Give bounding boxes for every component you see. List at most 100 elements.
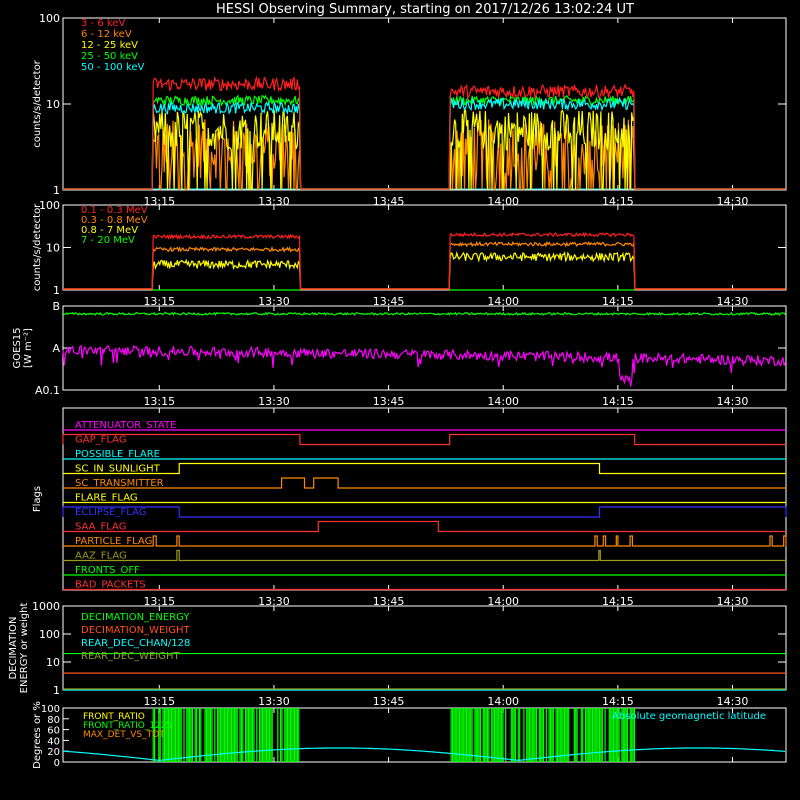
x-tick-label: 13:30 <box>258 395 290 408</box>
y-tick-label: 100 <box>39 199 60 212</box>
y-tick-label: 100 <box>39 12 60 25</box>
flag-label: GAP_FLAG <box>75 435 127 446</box>
x-tick-label: 13:45 <box>373 595 405 608</box>
y-tick-label: 100 <box>41 704 60 715</box>
y-tick-label: 80 <box>47 715 60 726</box>
flag-label: FLARE_FLAG <box>75 493 138 504</box>
flag-label: POSSIBLE_FLARE <box>75 449 160 460</box>
x-tick-label: 14:15 <box>602 395 634 408</box>
legend-entry: 50 - 100 keV <box>81 62 145 73</box>
y-tick-label: 1000 <box>32 600 60 613</box>
x-tick-label: 14:00 <box>487 295 519 308</box>
geomagnetic-latitude-trace <box>62 747 786 761</box>
legend-entry: 12 - 25 keV <box>81 40 138 51</box>
y-tick-label: 10 <box>46 242 60 255</box>
x-tick-label: 13:15 <box>143 595 175 608</box>
flag-label: SC_IN_SUNLIGHT <box>75 464 161 475</box>
legend-entry: 7 - 20 MeV <box>81 235 135 246</box>
x-tick-label: 13:45 <box>373 395 405 408</box>
legend-entry: 0.8 - 7 MeV <box>81 225 138 236</box>
y-tick-label: B <box>52 300 60 313</box>
x-tick-label: 14:30 <box>717 395 749 408</box>
x-tick-label: 13:30 <box>258 595 290 608</box>
y-axis-label: Flags <box>32 486 43 512</box>
series-trace-2 <box>63 119 786 190</box>
flag-trace <box>63 477 786 489</box>
flag-label: SAA_FLAG <box>75 522 126 533</box>
flag-trace <box>63 462 786 475</box>
y-axis-label: Degrees or % <box>32 701 43 769</box>
panel-3: 13:15 13:30 13:45 14:00 14:15 14:30 GOES15[W m… <box>12 300 787 408</box>
panel-frame <box>62 204 787 291</box>
y-tick-label: 20 <box>47 747 60 758</box>
y-axis-label: GOES15[W m⁻²] <box>12 327 34 368</box>
legend-entry: DECIMATION_WEIGHT <box>81 625 190 636</box>
figure-title: HESSI Observing Summary, starting on 201… <box>216 2 634 17</box>
series-trace-1 <box>63 231 786 290</box>
x-tick-label: 14:00 <box>487 395 519 408</box>
flag-label: SC_TRANSMITTER <box>75 478 164 489</box>
panel-frame <box>62 305 787 391</box>
y-tick-label: 1 <box>53 184 60 197</box>
y-tick-label: 1 <box>53 284 60 297</box>
legend-entry: 0.1 - 0.3 MeV <box>81 205 148 216</box>
series-trace-3 <box>63 108 786 191</box>
legend-entry: 0.3 - 0.8 MeV <box>81 215 148 226</box>
y-axis-label: DECIMATIONENERGY or weight <box>8 603 30 694</box>
x-tick-label: 14:15 <box>602 595 634 608</box>
y-axis-label: counts/s/detector <box>32 203 43 291</box>
y-tick-label: 60 <box>47 726 60 737</box>
x-tick-label: 13:15 <box>143 395 175 408</box>
goes-short-trace <box>62 344 786 387</box>
y-tick-label: 10 <box>46 98 60 111</box>
legend-entry: DECIMATION_ENERGY <box>81 612 190 623</box>
panel-frame <box>62 407 787 591</box>
legend-entry: 6 - 12 keV <box>81 29 132 40</box>
y-tick-label: 40 <box>47 736 60 747</box>
panel-4: 13:15 13:30 13:45 14:00 14:15 14:30 Flags ATTEN… <box>32 407 787 608</box>
legend-entry: FRONT_RATIO_1225 <box>83 721 172 731</box>
x-tick-label: 13:45 <box>373 695 405 708</box>
x-tick-label: 13:15 <box>143 295 175 308</box>
flag-trace <box>63 520 786 533</box>
x-tick-label: 13:15 <box>143 695 175 708</box>
y-axis-label: counts/s/detector <box>32 59 43 147</box>
y-tick-label: 100 <box>39 628 60 641</box>
x-tick-label: 13:30 <box>258 695 290 708</box>
legend-entry: REAR_DEC_CHAN/128 <box>81 638 190 649</box>
series-trace-3 <box>63 250 786 290</box>
panel-frame <box>62 707 787 763</box>
x-tick-label: 14:15 <box>602 695 634 708</box>
y-tick-label: 0 <box>54 758 60 769</box>
flag-trace <box>62 433 786 446</box>
flag-label: PARTICLE_FLAG <box>75 536 152 547</box>
flag-label: ECLIPSE_FLAG <box>75 507 146 518</box>
legend-entry: Absolute geomagnetic latitude <box>612 711 766 722</box>
x-tick-label: 14:30 <box>717 295 749 308</box>
x-tick-label: 14:15 <box>602 295 634 308</box>
flag-trace <box>62 506 787 518</box>
panel-1: 13:15 13:30 13:45 14:00 14:15 14:30counts/s/d… <box>32 12 787 208</box>
flag-trace <box>63 549 786 562</box>
legend-entry: 3 - 6 keV <box>81 18 125 29</box>
panel-5: 13:15 13:30 13:45 14:00 14:15 14:30 DECIMATION… <box>8 600 787 708</box>
x-tick-label: 13:30 <box>258 295 290 308</box>
y-tick-label: 1 <box>53 684 60 697</box>
x-tick-label: 14:30 <box>717 595 749 608</box>
flag-label: AAZ_FLAG <box>75 551 127 562</box>
flag-trace <box>63 535 787 547</box>
flag-label: BAD_PACKETS <box>75 580 146 591</box>
goes-long-trace <box>62 311 786 316</box>
x-tick-label: 13:45 <box>373 295 405 308</box>
flag-label: FRONTS_OFF <box>75 565 140 576</box>
x-tick-label: 14:00 <box>487 695 519 708</box>
flag-label: ATTENUATOR_STATE <box>75 420 176 431</box>
y-tick-label: 10 <box>46 656 60 669</box>
legend-entry: 25 - 50 keV <box>81 51 138 62</box>
y-tick-label: A0.1 <box>35 384 60 397</box>
x-tick-label: 14:30 <box>717 695 749 708</box>
y-tick-label: A <box>52 342 60 355</box>
legend-entry: REAR_DEC_WEIGHT <box>81 651 180 662</box>
